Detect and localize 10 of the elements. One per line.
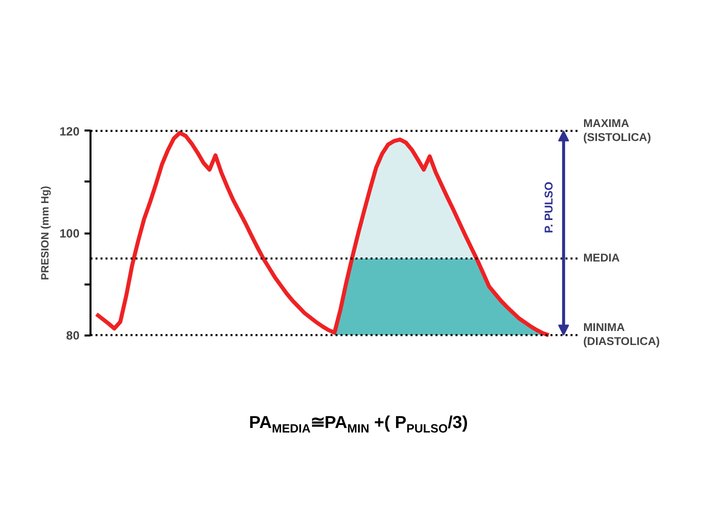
ref-line-label: MEDIA — [583, 252, 620, 265]
y-axis-title: PRESION (mm Hg) — [39, 185, 52, 280]
y-tick-label: 120 — [59, 124, 80, 138]
y-tick-label: 80 — [66, 328, 80, 343]
line-series — [94, 130, 551, 338]
y-tick-label: 100 — [59, 226, 80, 240]
ref-line-label: MINIMA (DIASTOLICA) — [583, 322, 660, 348]
annotation: P. PULSO — [544, 182, 556, 234]
ref-line-label: MAXIMA (SISTOLICA) — [583, 118, 652, 144]
text: PA$_{MEDIA}$≅PA$_{MIN}$ +( P$_{PULSO}$/3) — [248, 411, 469, 438]
